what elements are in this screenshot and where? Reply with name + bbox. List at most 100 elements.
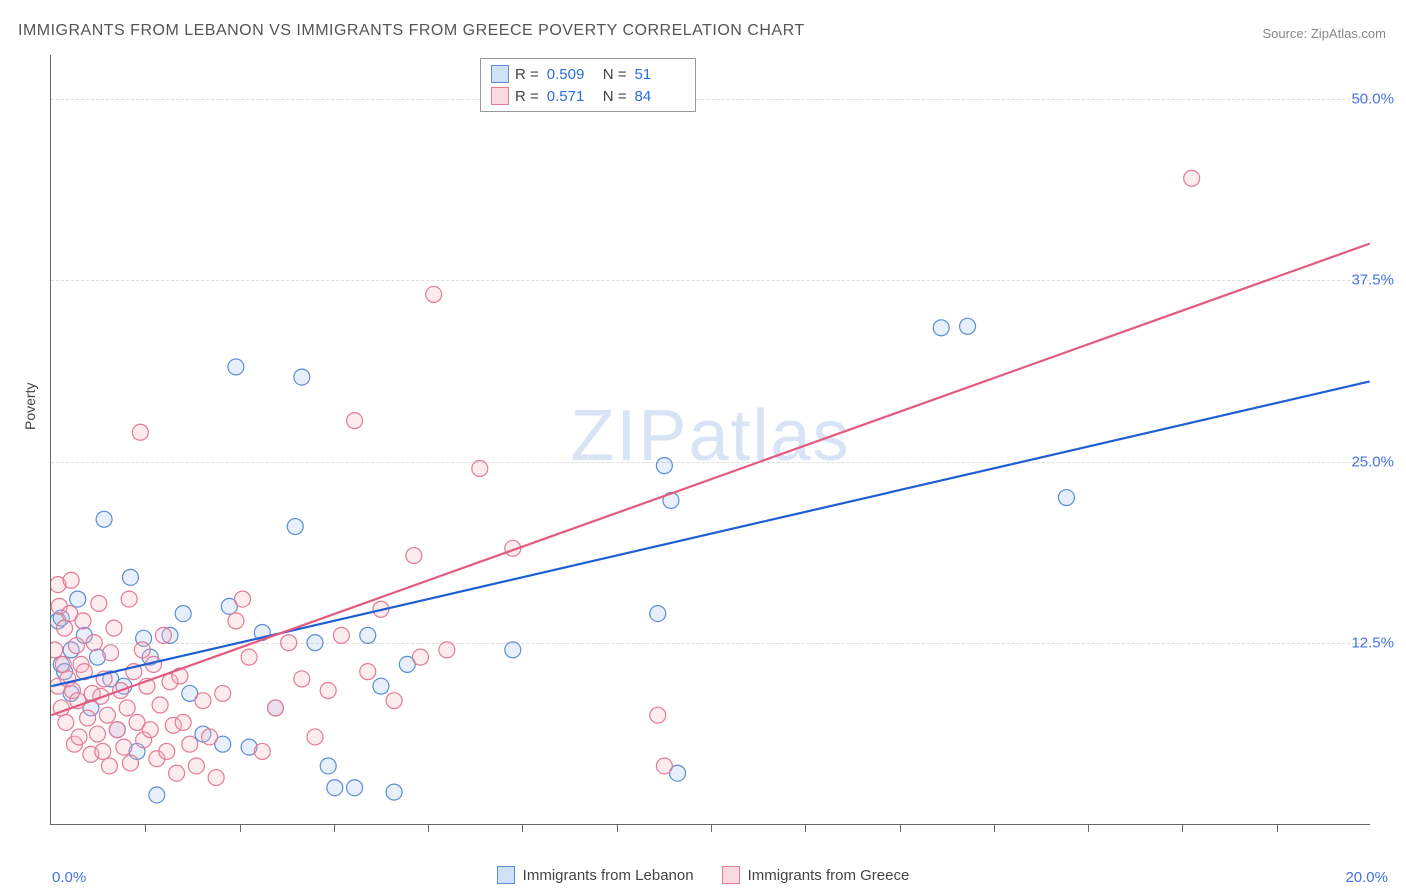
x-tick [522, 824, 523, 832]
data-point-greece [281, 635, 297, 651]
data-point-lebanon [933, 320, 949, 336]
data-point-greece [57, 620, 73, 636]
data-point-greece [95, 743, 111, 759]
r-label: R = [515, 88, 539, 105]
data-point-lebanon [1058, 490, 1074, 506]
chart-title: IMMIGRANTS FROM LEBANON VS IMMIGRANTS FR… [18, 22, 805, 40]
trend-line-greece [51, 244, 1369, 716]
x-tick [617, 824, 618, 832]
data-point-lebanon [347, 780, 363, 796]
data-point-greece [63, 572, 79, 588]
r-value-greece: 0.571 [547, 88, 597, 105]
data-point-greece [101, 758, 117, 774]
data-point-greece [650, 707, 666, 723]
chart-plot-area: ZIPatlas [50, 55, 1370, 825]
x-tick [994, 824, 995, 832]
data-point-lebanon [70, 591, 86, 607]
legend-item-lebanon: Immigrants from Lebanon [497, 866, 694, 884]
source-attribution: Source: ZipAtlas.com [1262, 26, 1386, 41]
source-name: ZipAtlas.com [1311, 26, 1386, 41]
data-point-lebanon [149, 787, 165, 803]
n-label: N = [603, 66, 627, 83]
data-point-greece [99, 707, 115, 723]
data-point-lebanon [386, 784, 402, 800]
x-tick [1088, 824, 1089, 832]
data-point-greece [254, 743, 270, 759]
data-point-greece [159, 743, 175, 759]
data-point-lebanon [122, 569, 138, 585]
data-point-greece [68, 638, 84, 654]
data-point-greece [58, 714, 74, 730]
data-point-greece [228, 613, 244, 629]
data-point-greece [386, 693, 402, 709]
data-point-greece [412, 649, 428, 665]
n-value-lebanon: 51 [635, 66, 685, 83]
data-point-greece [71, 729, 87, 745]
data-point-greece [132, 424, 148, 440]
data-point-greece [333, 627, 349, 643]
data-point-greece [182, 736, 198, 752]
data-point-greece [116, 739, 132, 755]
data-point-greece [75, 613, 91, 629]
data-point-greece [86, 635, 102, 651]
r-label: R = [515, 66, 539, 83]
data-point-greece [55, 656, 71, 672]
x-tick [805, 824, 806, 832]
trend-line-lebanon [51, 381, 1369, 686]
data-point-greece [307, 729, 323, 745]
x-tick [428, 824, 429, 832]
data-point-greece [91, 595, 107, 611]
data-point-lebanon [320, 758, 336, 774]
data-point-greece [320, 683, 336, 699]
data-point-greece [142, 722, 158, 738]
series-legend: Immigrants from Lebanon Immigrants from … [0, 866, 1406, 884]
legend-row-lebanon: R = 0.509 N = 51 [491, 63, 685, 85]
data-point-greece [1184, 170, 1200, 186]
swatch-lebanon-icon [491, 65, 509, 83]
x-tick [334, 824, 335, 832]
data-point-greece [109, 722, 125, 738]
x-tick [1182, 824, 1183, 832]
data-point-lebanon [505, 642, 521, 658]
n-value-greece: 84 [635, 88, 685, 105]
data-point-lebanon [656, 458, 672, 474]
data-point-greece [90, 726, 106, 742]
correlation-legend: R = 0.509 N = 51 R = 0.571 N = 84 [480, 58, 696, 112]
data-point-greece [202, 729, 218, 745]
data-point-greece [406, 548, 422, 564]
x-tick [240, 824, 241, 832]
scatter-svg [51, 55, 1370, 824]
n-label: N = [603, 88, 627, 105]
data-point-greece [267, 700, 283, 716]
legend-label-lebanon: Immigrants from Lebanon [523, 867, 694, 884]
data-point-greece [155, 627, 171, 643]
data-point-lebanon [307, 635, 323, 651]
legend-row-greece: R = 0.571 N = 84 [491, 85, 685, 107]
data-point-lebanon [960, 318, 976, 334]
data-point-greece [439, 642, 455, 658]
data-point-greece [134, 642, 150, 658]
data-point-lebanon [360, 627, 376, 643]
data-point-greece [195, 693, 211, 709]
x-tick [145, 824, 146, 832]
swatch-lebanon-icon [497, 866, 515, 884]
data-point-greece [241, 649, 257, 665]
data-point-greece [80, 710, 96, 726]
legend-item-greece: Immigrants from Greece [722, 866, 910, 884]
data-point-greece [426, 286, 442, 302]
data-point-lebanon [373, 678, 389, 694]
data-point-greece [103, 645, 119, 661]
data-point-greece [656, 758, 672, 774]
data-point-lebanon [327, 780, 343, 796]
data-point-greece [51, 642, 63, 658]
data-point-greece [215, 685, 231, 701]
x-tick [711, 824, 712, 832]
data-point-greece [294, 671, 310, 687]
data-point-greece [119, 700, 135, 716]
legend-label-greece: Immigrants from Greece [748, 867, 910, 884]
data-point-greece [472, 461, 488, 477]
data-point-greece [122, 755, 138, 771]
data-point-greece [175, 714, 191, 730]
y-axis-label: Poverty [22, 383, 38, 430]
data-point-lebanon [175, 606, 191, 622]
